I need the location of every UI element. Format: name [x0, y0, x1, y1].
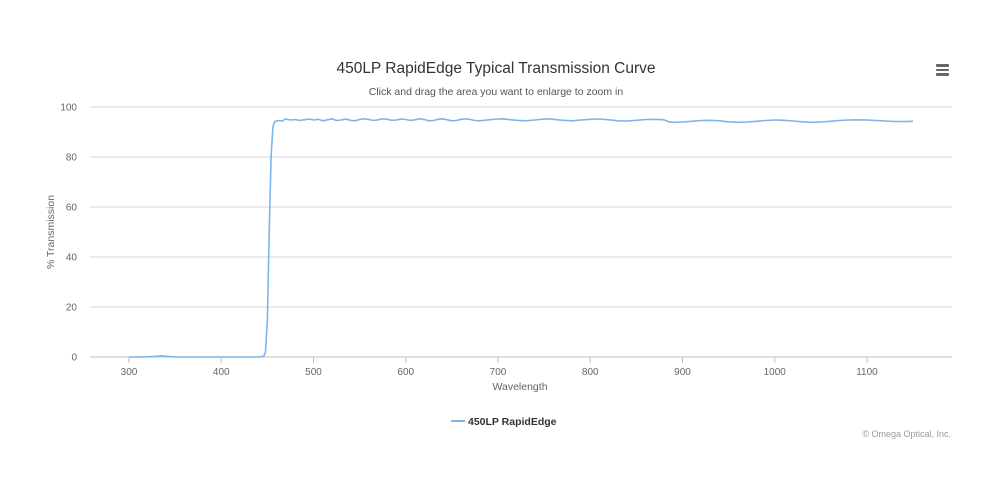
- menu-bar-line: [936, 73, 949, 76]
- y-tick-label: 100: [60, 103, 77, 114]
- x-tick-label: 400: [213, 367, 230, 378]
- axes: 0 20 40 60 80 100 300 400 500 600 700 800 900 1000 110…: [60, 103, 878, 379]
- x-tick-label: 500: [305, 367, 322, 378]
- menu-bar-line: [936, 68, 949, 71]
- grid-lines: [90, 106, 952, 358]
- x-tick-label: 300: [121, 367, 138, 378]
- series-line-450lp-rapidedge[interactable]: [128, 118, 914, 358]
- y-tick-label: 0: [71, 353, 77, 364]
- x-tick-label: 1100: [856, 367, 878, 378]
- chart-title: 450LP RapidEdge Typical Transmission Cur…: [336, 60, 655, 77]
- menu-bar-line: [936, 64, 949, 67]
- y-tick-label: 40: [66, 253, 78, 264]
- legend-label[interactable]: 450LP RapidEdge: [468, 416, 557, 428]
- x-tick-label: 800: [582, 367, 599, 378]
- credits-text[interactable]: © Omega Optical, Inc.: [862, 429, 951, 439]
- chart-subtitle: Click and drag the area you want to enla…: [369, 86, 624, 98]
- x-tick-label: 1000: [764, 367, 787, 378]
- x-tick-label: 900: [674, 367, 691, 378]
- y-tick-label: 80: [66, 153, 78, 164]
- legend-item[interactable]: 450LP RapidEdge: [451, 416, 557, 428]
- y-axis-title: % Transmission: [45, 195, 57, 269]
- series-layer[interactable]: [128, 118, 914, 358]
- x-axis-title: Wavelength: [492, 381, 547, 393]
- x-tick-label: 600: [397, 367, 414, 378]
- y-tick-label: 60: [66, 203, 78, 214]
- x-tick-label: 700: [490, 367, 507, 378]
- y-tick-label: 20: [66, 303, 78, 314]
- hamburger-menu-icon[interactable]: [932, 60, 954, 80]
